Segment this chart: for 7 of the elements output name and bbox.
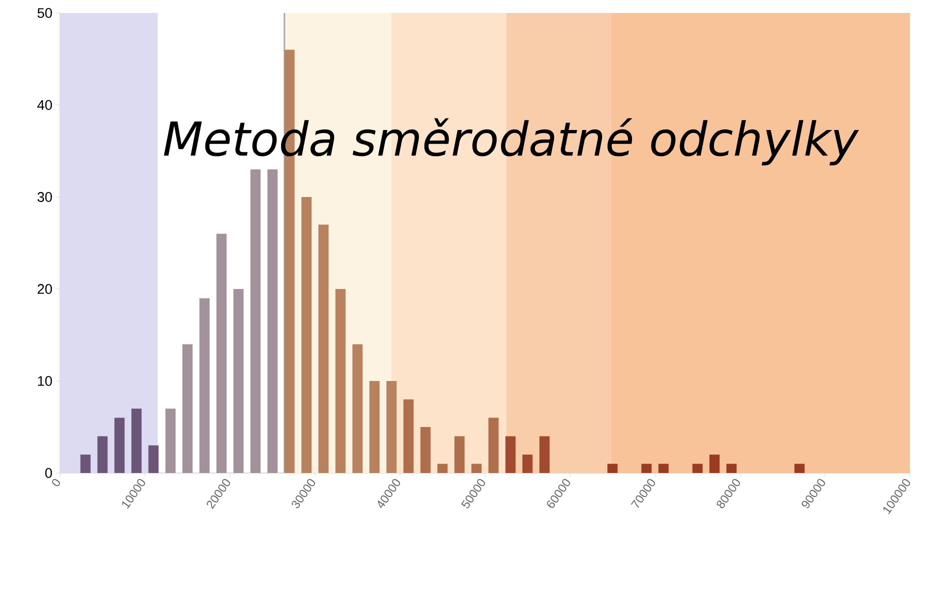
y-tick-label: 20 [38, 284, 52, 294]
x-tick-label: 0 [52, 479, 60, 486]
y-tick-label: 30 [38, 192, 52, 202]
y-tick-label: 10 [38, 376, 52, 386]
y-tick-label: 40 [37, 100, 52, 110]
y-tick-label: 50 [38, 8, 52, 18]
y-tick-label: 0 [45, 468, 52, 478]
